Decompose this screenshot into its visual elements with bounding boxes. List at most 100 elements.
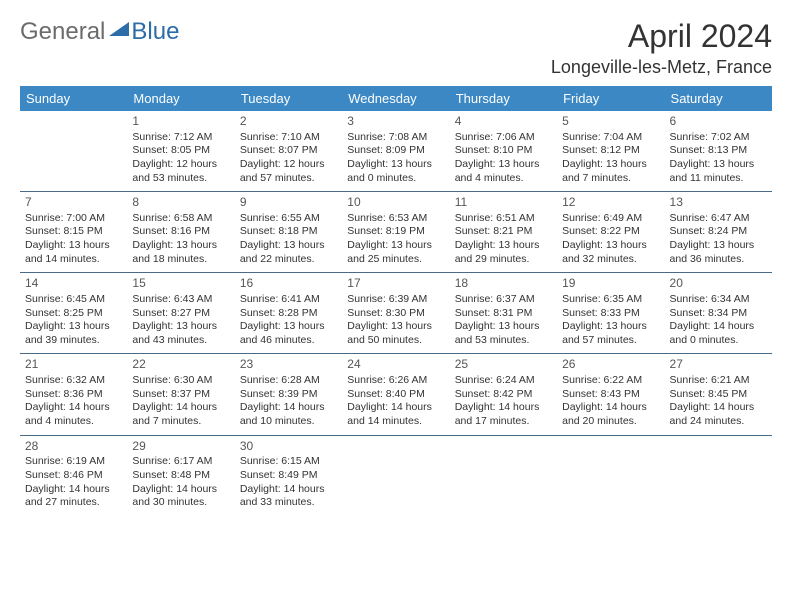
day-number: 15	[132, 276, 229, 292]
daylight-line: and 33 minutes.	[240, 496, 337, 510]
sunset-line: Sunset: 8:22 PM	[562, 225, 659, 239]
logo-triangle-icon	[109, 20, 129, 45]
sunrise-line: Sunrise: 7:10 AM	[240, 131, 337, 145]
daylight-line: and 17 minutes.	[455, 415, 552, 429]
sunset-line: Sunset: 8:42 PM	[455, 388, 552, 402]
sunset-line: Sunset: 8:07 PM	[240, 144, 337, 158]
daylight-line: Daylight: 14 hours	[562, 401, 659, 415]
day-cell: 26Sunrise: 6:22 AMSunset: 8:43 PMDayligh…	[557, 354, 664, 435]
daylight-line: Daylight: 14 hours	[25, 401, 122, 415]
sunrise-line: Sunrise: 7:06 AM	[455, 131, 552, 145]
header: General Blue April 2024 Longeville-les-M…	[20, 18, 772, 78]
daylight-line: and 10 minutes.	[240, 415, 337, 429]
sunset-line: Sunset: 8:45 PM	[670, 388, 767, 402]
day-cell: 9Sunrise: 6:55 AMSunset: 8:18 PMDaylight…	[235, 192, 342, 273]
sunset-line: Sunset: 8:19 PM	[347, 225, 444, 239]
day-cell: 4Sunrise: 7:06 AMSunset: 8:10 PMDaylight…	[450, 111, 557, 192]
sunset-line: Sunset: 8:28 PM	[240, 307, 337, 321]
daylight-line: and 14 minutes.	[25, 253, 122, 267]
day-number: 25	[455, 357, 552, 373]
daylight-line: and 18 minutes.	[132, 253, 229, 267]
daylight-line: Daylight: 14 hours	[25, 483, 122, 497]
dayname-mon: Monday	[127, 86, 234, 111]
sunset-line: Sunset: 8:34 PM	[670, 307, 767, 321]
day-number: 17	[347, 276, 444, 292]
title-block: April 2024 Longeville-les-Metz, France	[551, 18, 772, 78]
sunset-line: Sunset: 8:43 PM	[562, 388, 659, 402]
daylight-line: and 24 minutes.	[670, 415, 767, 429]
daylight-line: Daylight: 13 hours	[455, 239, 552, 253]
daylight-line: and 39 minutes.	[25, 334, 122, 348]
sunset-line: Sunset: 8:24 PM	[670, 225, 767, 239]
day-number: 3	[347, 114, 444, 130]
daylight-line: Daylight: 14 hours	[455, 401, 552, 415]
day-cell: 15Sunrise: 6:43 AMSunset: 8:27 PMDayligh…	[127, 273, 234, 354]
day-number: 6	[670, 114, 767, 130]
sunset-line: Sunset: 8:40 PM	[347, 388, 444, 402]
day-number: 4	[455, 114, 552, 130]
day-cell	[450, 435, 557, 516]
logo-text-blue: Blue	[131, 18, 179, 46]
daylight-line: and 27 minutes.	[25, 496, 122, 510]
daylight-line: and 7 minutes.	[132, 415, 229, 429]
day-cell: 8Sunrise: 6:58 AMSunset: 8:16 PMDaylight…	[127, 192, 234, 273]
daylight-line: and 50 minutes.	[347, 334, 444, 348]
week-row: 28Sunrise: 6:19 AMSunset: 8:46 PMDayligh…	[20, 435, 772, 516]
dayname-wed: Wednesday	[342, 86, 449, 111]
daylight-line: Daylight: 13 hours	[670, 158, 767, 172]
sunrise-line: Sunrise: 6:35 AM	[562, 293, 659, 307]
day-number: 7	[25, 195, 122, 211]
day-cell: 1Sunrise: 7:12 AMSunset: 8:05 PMDaylight…	[127, 111, 234, 192]
daylight-line: Daylight: 13 hours	[670, 239, 767, 253]
sunrise-line: Sunrise: 6:39 AM	[347, 293, 444, 307]
daylight-line: and 57 minutes.	[562, 334, 659, 348]
day-number: 20	[670, 276, 767, 292]
daylight-line: Daylight: 13 hours	[562, 158, 659, 172]
day-number: 29	[132, 439, 229, 455]
sunrise-line: Sunrise: 6:30 AM	[132, 374, 229, 388]
day-cell: 28Sunrise: 6:19 AMSunset: 8:46 PMDayligh…	[20, 435, 127, 516]
sunrise-line: Sunrise: 6:51 AM	[455, 212, 552, 226]
day-cell: 24Sunrise: 6:26 AMSunset: 8:40 PMDayligh…	[342, 354, 449, 435]
day-cell: 23Sunrise: 6:28 AMSunset: 8:39 PMDayligh…	[235, 354, 342, 435]
sunset-line: Sunset: 8:37 PM	[132, 388, 229, 402]
sunset-line: Sunset: 8:18 PM	[240, 225, 337, 239]
daylight-line: and 11 minutes.	[670, 172, 767, 186]
sunset-line: Sunset: 8:30 PM	[347, 307, 444, 321]
sunset-line: Sunset: 8:25 PM	[25, 307, 122, 321]
daylight-line: and 25 minutes.	[347, 253, 444, 267]
daylight-line: Daylight: 14 hours	[132, 483, 229, 497]
daylight-line: Daylight: 13 hours	[25, 320, 122, 334]
day-number: 10	[347, 195, 444, 211]
day-cell: 17Sunrise: 6:39 AMSunset: 8:30 PMDayligh…	[342, 273, 449, 354]
daylight-line: Daylight: 14 hours	[240, 483, 337, 497]
dayname-row: Sunday Monday Tuesday Wednesday Thursday…	[20, 86, 772, 111]
day-number: 13	[670, 195, 767, 211]
sunrise-line: Sunrise: 7:12 AM	[132, 131, 229, 145]
day-cell: 30Sunrise: 6:15 AMSunset: 8:49 PMDayligh…	[235, 435, 342, 516]
sunset-line: Sunset: 8:16 PM	[132, 225, 229, 239]
daylight-line: and 32 minutes.	[562, 253, 659, 267]
day-number: 8	[132, 195, 229, 211]
day-number: 19	[562, 276, 659, 292]
daylight-line: Daylight: 13 hours	[240, 320, 337, 334]
daylight-line: Daylight: 12 hours	[132, 158, 229, 172]
logo-text-general: General	[20, 18, 105, 46]
daylight-line: Daylight: 13 hours	[240, 239, 337, 253]
daylight-line: and 53 minutes.	[455, 334, 552, 348]
sunrise-line: Sunrise: 6:53 AM	[347, 212, 444, 226]
day-cell: 21Sunrise: 6:32 AMSunset: 8:36 PMDayligh…	[20, 354, 127, 435]
day-cell: 12Sunrise: 6:49 AMSunset: 8:22 PMDayligh…	[557, 192, 664, 273]
day-number: 21	[25, 357, 122, 373]
daylight-line: and 36 minutes.	[670, 253, 767, 267]
day-cell: 6Sunrise: 7:02 AMSunset: 8:13 PMDaylight…	[665, 111, 772, 192]
sunrise-line: Sunrise: 6:17 AM	[132, 455, 229, 469]
calendar-table: Sunday Monday Tuesday Wednesday Thursday…	[20, 86, 772, 516]
daylight-line: and 30 minutes.	[132, 496, 229, 510]
dayname-sun: Sunday	[20, 86, 127, 111]
daylight-line: Daylight: 12 hours	[240, 158, 337, 172]
daylight-line: Daylight: 13 hours	[132, 239, 229, 253]
day-cell: 20Sunrise: 6:34 AMSunset: 8:34 PMDayligh…	[665, 273, 772, 354]
daylight-line: Daylight: 13 hours	[562, 239, 659, 253]
sunrise-line: Sunrise: 6:43 AM	[132, 293, 229, 307]
